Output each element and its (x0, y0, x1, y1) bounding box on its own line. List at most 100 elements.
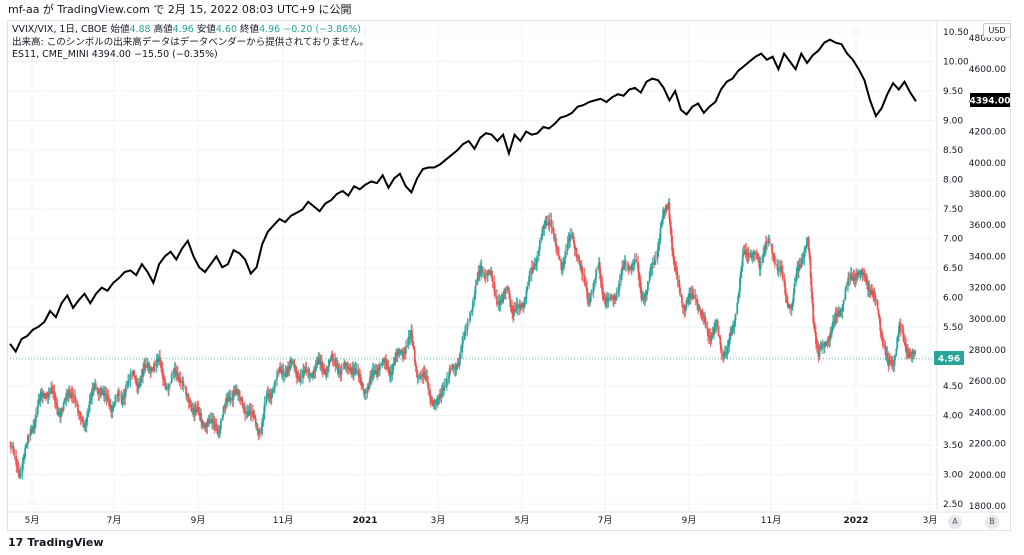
candle-body (832, 321, 834, 330)
candle-body (896, 337, 899, 349)
candle-body (871, 290, 874, 295)
candle-body (238, 390, 241, 397)
candle-body (618, 280, 621, 291)
candle-body (466, 321, 469, 330)
candle-body (717, 326, 720, 336)
candle-body (487, 269, 489, 276)
chart-legend[interactable]: VVIX/VIX, 1日, CBOE 始値4.88 高値4.96 安値4.60 … (12, 24, 369, 62)
footer-brand[interactable]: 17 TradingView (8, 536, 104, 550)
legend-es-symbol: ES11, CME_MINI (12, 49, 89, 60)
candle-body (13, 453, 16, 456)
candle-body (303, 372, 306, 374)
candle-body (311, 372, 314, 378)
candle-body (661, 219, 664, 225)
candle-body (473, 294, 476, 300)
candle-body (516, 304, 519, 309)
candle-body (154, 365, 157, 367)
candle-body (159, 357, 162, 366)
candle-body (671, 235, 673, 251)
candle-body (745, 250, 748, 256)
candle-body (638, 271, 640, 281)
candle-body (768, 238, 771, 244)
candle-body (839, 311, 841, 316)
currency-label[interactable]: USD (983, 23, 1011, 38)
candle-body (876, 300, 879, 310)
candle-body (662, 209, 665, 220)
es-axis-tick: 2400.00 (969, 408, 1006, 418)
candle-body (809, 259, 812, 278)
candle-body (847, 277, 849, 287)
legend-ratio-symbol: VVIX/VIX, 1日, CBOE (12, 24, 108, 35)
candle-body (48, 391, 51, 394)
candle-body (480, 266, 483, 274)
candle-body (97, 387, 100, 395)
candle-body (528, 276, 531, 286)
candle-body (895, 348, 898, 356)
candle-body (19, 472, 22, 476)
candle-body (235, 388, 237, 395)
candle-body (711, 333, 714, 339)
candle-body (785, 295, 788, 297)
candle-body (563, 257, 566, 265)
candle-body (155, 359, 158, 366)
candle-body (591, 292, 594, 294)
candle-body (359, 373, 362, 379)
candle-body (488, 269, 490, 272)
candle-body (331, 354, 334, 361)
candle-body (580, 265, 583, 274)
ratio-price-axis[interactable]: 10.50 10.00 9.50 9.00 8.50 8.00 7.50 7.00 6.50 6.… (943, 28, 969, 510)
candle-body (816, 345, 819, 348)
candle-body (831, 329, 833, 334)
candle-body (773, 255, 775, 257)
legend-ratio-row[interactable]: VVIX/VIX, 1日, CBOE 始値4.88 高値4.96 安値4.60 … (12, 24, 369, 37)
candle-body (484, 272, 487, 279)
ratio-axis-tick: 6.00 (943, 294, 963, 304)
candle-body (406, 345, 409, 347)
legend-es-row[interactable]: ES11, CME_MINI 4394.00 −15.50 (−0.35%) (12, 49, 369, 62)
candle-body (261, 419, 264, 423)
candle-body (273, 383, 276, 392)
candle-body (736, 302, 739, 314)
bottom-button[interactable]: B (985, 515, 999, 529)
candle-body (559, 259, 562, 261)
time-axis-tick: 7月 (598, 515, 613, 526)
candle-body (422, 371, 425, 378)
candle-body (295, 366, 297, 371)
candle-body (461, 343, 464, 353)
candle-body (576, 254, 579, 258)
candle-body (453, 369, 455, 371)
candle-body (115, 395, 118, 397)
candle-body (893, 356, 896, 366)
candle-body (116, 394, 119, 396)
candle-body (91, 388, 94, 398)
candle-body (741, 254, 744, 267)
candle-body (308, 369, 311, 377)
candle-body (731, 325, 734, 330)
time-axis[interactable]: 5月 7月 9月 11月 2021 3月 5月 7月 9月 11月 2022 3月 (25, 515, 938, 526)
candle-body (113, 403, 116, 407)
candle-body (163, 380, 166, 383)
legend-high-key: 高値 (153, 24, 173, 35)
candle-body (185, 386, 187, 396)
chart-frame[interactable] (7, 20, 1011, 531)
candle-body (813, 322, 816, 329)
candle-body (523, 298, 526, 303)
candle-body (624, 260, 627, 266)
candle-body (101, 392, 103, 395)
ratio-axis-tick: 10.50 (943, 28, 969, 38)
candle-body (773, 256, 776, 265)
candle-body (303, 370, 305, 374)
candle-body (26, 434, 29, 444)
candle-body (98, 391, 101, 395)
candle-body (74, 395, 77, 404)
candle-body (907, 350, 909, 354)
candle-body (647, 281, 649, 291)
candle-body (584, 283, 587, 286)
candle-body (142, 369, 145, 377)
candle-body (613, 295, 616, 298)
candle-body (212, 420, 215, 423)
auto-scale-button[interactable]: A (948, 515, 962, 529)
candle-body (447, 376, 450, 378)
candle-body (725, 352, 728, 355)
